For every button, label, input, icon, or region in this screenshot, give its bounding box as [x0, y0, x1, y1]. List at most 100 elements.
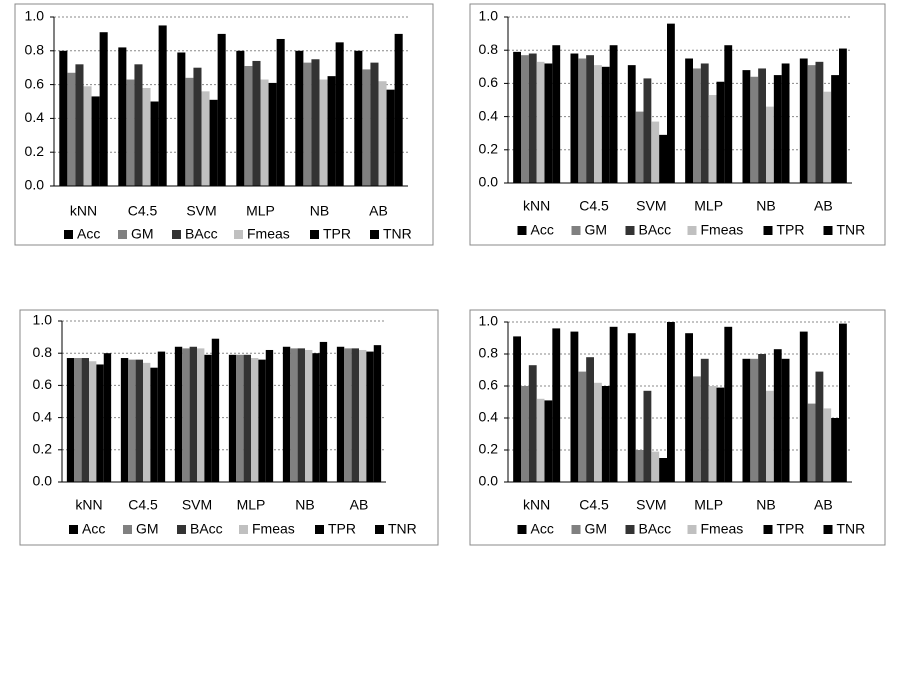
bar: [552, 328, 561, 482]
bar: [724, 326, 733, 482]
bar: [659, 458, 668, 482]
legend-label: GM: [585, 521, 608, 537]
bar: [815, 371, 824, 482]
bar: [823, 91, 832, 183]
bar: [552, 45, 561, 183]
bar: [193, 67, 202, 186]
bar: [158, 25, 167, 187]
bar: [319, 341, 328, 482]
legend-label: TPR: [328, 521, 356, 537]
bar: [366, 351, 374, 482]
legend-label: BAcc: [190, 521, 223, 537]
legend-label: Fmeas: [701, 521, 744, 537]
bar: [290, 348, 298, 482]
bar: [66, 358, 75, 482]
bar: [150, 367, 158, 482]
bar: [120, 358, 129, 482]
x-tick-label: C4.5: [128, 497, 158, 513]
y-tick-label: 0.6: [479, 74, 499, 90]
bar: [807, 403, 816, 482]
bar: [750, 76, 759, 183]
y-tick-label: 0.6: [33, 376, 53, 392]
legend-swatch: [763, 226, 773, 235]
legend-swatch: [118, 230, 127, 239]
bar: [601, 66, 610, 183]
legend-swatch: [687, 525, 697, 534]
bar: [742, 358, 751, 482]
bar: [544, 63, 553, 184]
bar: [839, 323, 847, 482]
x-tick-label: MLP: [694, 497, 723, 513]
y-tick-label: 0.0: [25, 177, 45, 193]
legend-swatch: [234, 230, 243, 239]
legend-swatch: [64, 230, 73, 239]
bar: [773, 349, 782, 482]
bar: [244, 66, 253, 186]
bar: [260, 79, 269, 186]
bar: [282, 346, 291, 482]
bar: [74, 358, 82, 482]
x-tick-label: kNN: [523, 198, 550, 214]
bar: [766, 106, 774, 183]
bar: [228, 354, 237, 482]
bar: [378, 81, 387, 186]
bar: [189, 346, 197, 482]
legend-swatch: [375, 525, 384, 534]
y-tick-label: 1.0: [479, 313, 499, 329]
bar: [659, 134, 668, 183]
bar: [236, 50, 245, 186]
bar: [643, 78, 652, 183]
legend-label: TNR: [383, 226, 412, 242]
legend-swatch: [625, 525, 635, 534]
bar: [823, 408, 832, 482]
bar: [243, 354, 251, 482]
bar: [627, 333, 636, 482]
legend-label: Acc: [531, 222, 554, 238]
legend-label: Acc: [77, 226, 100, 242]
x-tick-label: AB: [814, 198, 833, 214]
legend-label: Fmeas: [247, 226, 290, 242]
x-tick-label: AB: [350, 497, 369, 513]
bar: [520, 386, 529, 482]
bar: [594, 65, 602, 183]
bar: [724, 45, 733, 183]
bar: [685, 58, 693, 183]
bar: [839, 48, 847, 183]
legend-swatch: [172, 230, 181, 239]
x-tick-label: MLP: [694, 198, 723, 214]
legend-swatch: [177, 525, 186, 534]
bar: [174, 346, 183, 482]
bar: [586, 357, 594, 482]
bar: [667, 23, 675, 183]
bar: [197, 348, 205, 482]
bar: [742, 70, 751, 183]
bar: [386, 89, 395, 186]
bar: [251, 358, 259, 482]
bar: [528, 53, 537, 183]
bar: [362, 69, 371, 186]
bar: [135, 359, 143, 482]
bar: [708, 95, 717, 183]
bar: [177, 52, 186, 186]
bar: [635, 111, 644, 183]
bar: [370, 62, 379, 186]
y-tick-label: 0.0: [479, 473, 499, 489]
legend-swatch: [823, 525, 833, 534]
bar: [831, 418, 840, 482]
y-tick-label: 0.6: [25, 75, 45, 91]
bar: [394, 33, 403, 187]
bar: [692, 68, 701, 183]
y-tick-label: 0.4: [479, 107, 499, 123]
legend-swatch: [823, 226, 833, 235]
bar: [201, 91, 210, 186]
x-tick-label: C4.5: [579, 497, 609, 513]
bar: [303, 62, 312, 186]
bar: [336, 346, 345, 482]
bar: [528, 365, 537, 482]
bar: [276, 38, 285, 186]
y-tick-label: 0.6: [479, 377, 499, 393]
y-tick-label: 1.0: [479, 8, 499, 24]
x-tick-label: NB: [310, 203, 329, 219]
legend-label: TNR: [388, 521, 417, 537]
